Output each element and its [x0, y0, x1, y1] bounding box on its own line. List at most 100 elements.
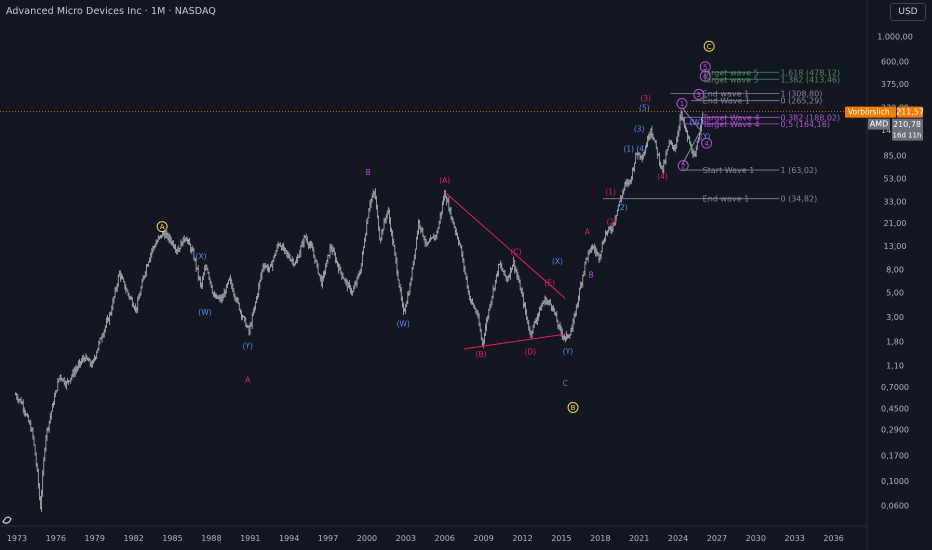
y-tick-label: 21,00 — [884, 219, 907, 228]
fib-ratio: 0 — [780, 97, 785, 106]
fib-level-value: 0 (265,29) — [780, 97, 822, 106]
y-tick-label: 375,00 — [881, 80, 909, 89]
fib-level-label: End Wave 1 — [703, 97, 750, 106]
wave-label-circle — [701, 137, 713, 149]
x-tick-label: 2033 — [785, 534, 805, 543]
wave-label: 1 — [680, 100, 684, 108]
fib-ratio: 0 — [780, 195, 785, 204]
x-tick-label: 2021 — [629, 534, 649, 543]
y-tick-label: 0,2900 — [881, 426, 909, 435]
y-tick-label: 1,10 — [886, 361, 904, 370]
x-tick-label: 2018 — [590, 534, 610, 543]
wave-label: (B) — [476, 350, 487, 359]
wave-label: A — [585, 227, 591, 236]
wave-label: (5) — [639, 104, 650, 113]
fib-level-label: Start Wave 1 — [703, 166, 755, 175]
premarket-label: Vorbörslich — [848, 108, 890, 117]
y-tick-label: 85,00 — [884, 152, 907, 161]
fib-ratio: 0,5 — [780, 120, 793, 129]
fib-level-label: End wave 1 — [703, 195, 749, 204]
fib-level-value: 0,5 (164,16) — [780, 120, 830, 129]
ticker-label: AMD — [870, 120, 889, 129]
y-tick-label: 600,00 — [881, 57, 909, 66]
fib-level-label: Target wave 5 — [702, 75, 759, 84]
fib-level-value: 1 (63,02) — [780, 166, 817, 175]
y-tick-label: 8,00 — [886, 266, 904, 275]
fib-price: (63,02) — [788, 166, 817, 175]
wave-label: A — [160, 223, 165, 231]
x-tick-label: 1976 — [46, 534, 66, 543]
fib-ratio: 1 — [780, 166, 785, 175]
y-tick-label: 33,00 — [884, 197, 907, 206]
wave-label: C — [563, 379, 568, 388]
x-tick-label: 1997 — [318, 534, 338, 543]
fib-level-label: Target wave 5 — [702, 68, 759, 77]
fib-level-value: 1 (308,80) — [780, 89, 822, 98]
wave-label: (W) — [690, 118, 703, 127]
y-tick-label: 0,7000 — [881, 383, 909, 392]
x-tick-label: 1985 — [162, 534, 182, 543]
wave-label: (Y) — [563, 347, 574, 356]
wave-label: (2) — [617, 203, 628, 212]
fib-level-label: Target Wave 4 — [702, 113, 760, 122]
x-tick-label: 2000 — [357, 534, 377, 543]
wave-label-circle — [567, 401, 579, 413]
x-tick-label: 1994 — [279, 534, 299, 543]
premarket-price-bg — [897, 106, 923, 118]
x-tick-label: 2027 — [707, 534, 727, 543]
fib-ratio: 1 — [780, 89, 785, 98]
wave-label: (4) — [657, 172, 668, 181]
fib-level-label: End wave 1 — [703, 89, 749, 98]
x-tick-label: 2003 — [396, 534, 416, 543]
wave-label: B — [571, 404, 576, 412]
fib-level-value: 0 (34,82) — [780, 195, 817, 204]
fib-price: (478,12) — [806, 68, 840, 77]
wave-label: (W) — [198, 308, 211, 317]
y-tick-label: 0,1700 — [881, 451, 909, 460]
wave-label: (C) — [510, 248, 521, 257]
y-tick-label: 13,00 — [884, 242, 907, 251]
trend-line — [681, 131, 701, 166]
ticker-label-bg — [868, 118, 890, 130]
y-tick-label: 53,00 — [884, 174, 907, 183]
wave-label-circle — [703, 40, 715, 52]
wave-label: (2) — [607, 218, 618, 227]
wave-label: C — [707, 43, 712, 51]
fib-price: (265,29) — [788, 97, 822, 106]
x-tick-label: 1991 — [240, 534, 260, 543]
y-tick-label: 3,00 — [886, 313, 904, 322]
wave-label-circle — [699, 70, 711, 82]
fib-price: (34,82) — [788, 195, 817, 204]
fib-level-value: 0,382 (188,02) — [780, 113, 840, 122]
currency-button[interactable]: USD — [890, 3, 926, 21]
candles — [14, 109, 704, 513]
wave-label-circle — [677, 160, 689, 172]
wave-label: (D) — [524, 348, 536, 357]
last-price-bg — [892, 118, 923, 141]
y-tick-label: 0,1000 — [881, 477, 909, 486]
tradingview-logo-icon — [2, 516, 12, 524]
premarket-label-bg — [845, 106, 896, 118]
wave-label: 2 — [681, 162, 685, 170]
fib-ratio: 0,382 — [780, 113, 803, 122]
wave-label: (X) — [196, 252, 207, 261]
x-tick-label: 2036 — [823, 534, 843, 543]
fib-ratio: 1,618 — [780, 68, 803, 77]
fib-ratio: 1,382 — [780, 75, 803, 84]
trend-line — [444, 191, 566, 299]
y-tick-label: 1,80 — [886, 338, 904, 347]
wave-label: B — [589, 270, 594, 279]
wave-label: 5 — [703, 73, 707, 81]
x-tick-label: 2015 — [551, 534, 571, 543]
x-tick-label: 1973 — [7, 534, 27, 543]
x-tick-label: 1982 — [123, 534, 143, 543]
last-price: 210,78 — [893, 120, 921, 129]
wave-label: (1) — [605, 188, 616, 197]
fib-level-value: 1,618 (478,12) — [780, 68, 840, 77]
fib-price: (188,02) — [806, 113, 840, 122]
wave-label-circle — [676, 98, 688, 110]
x-tick-label: 2030 — [746, 534, 766, 543]
premarket-price: 211,57 — [896, 108, 924, 117]
